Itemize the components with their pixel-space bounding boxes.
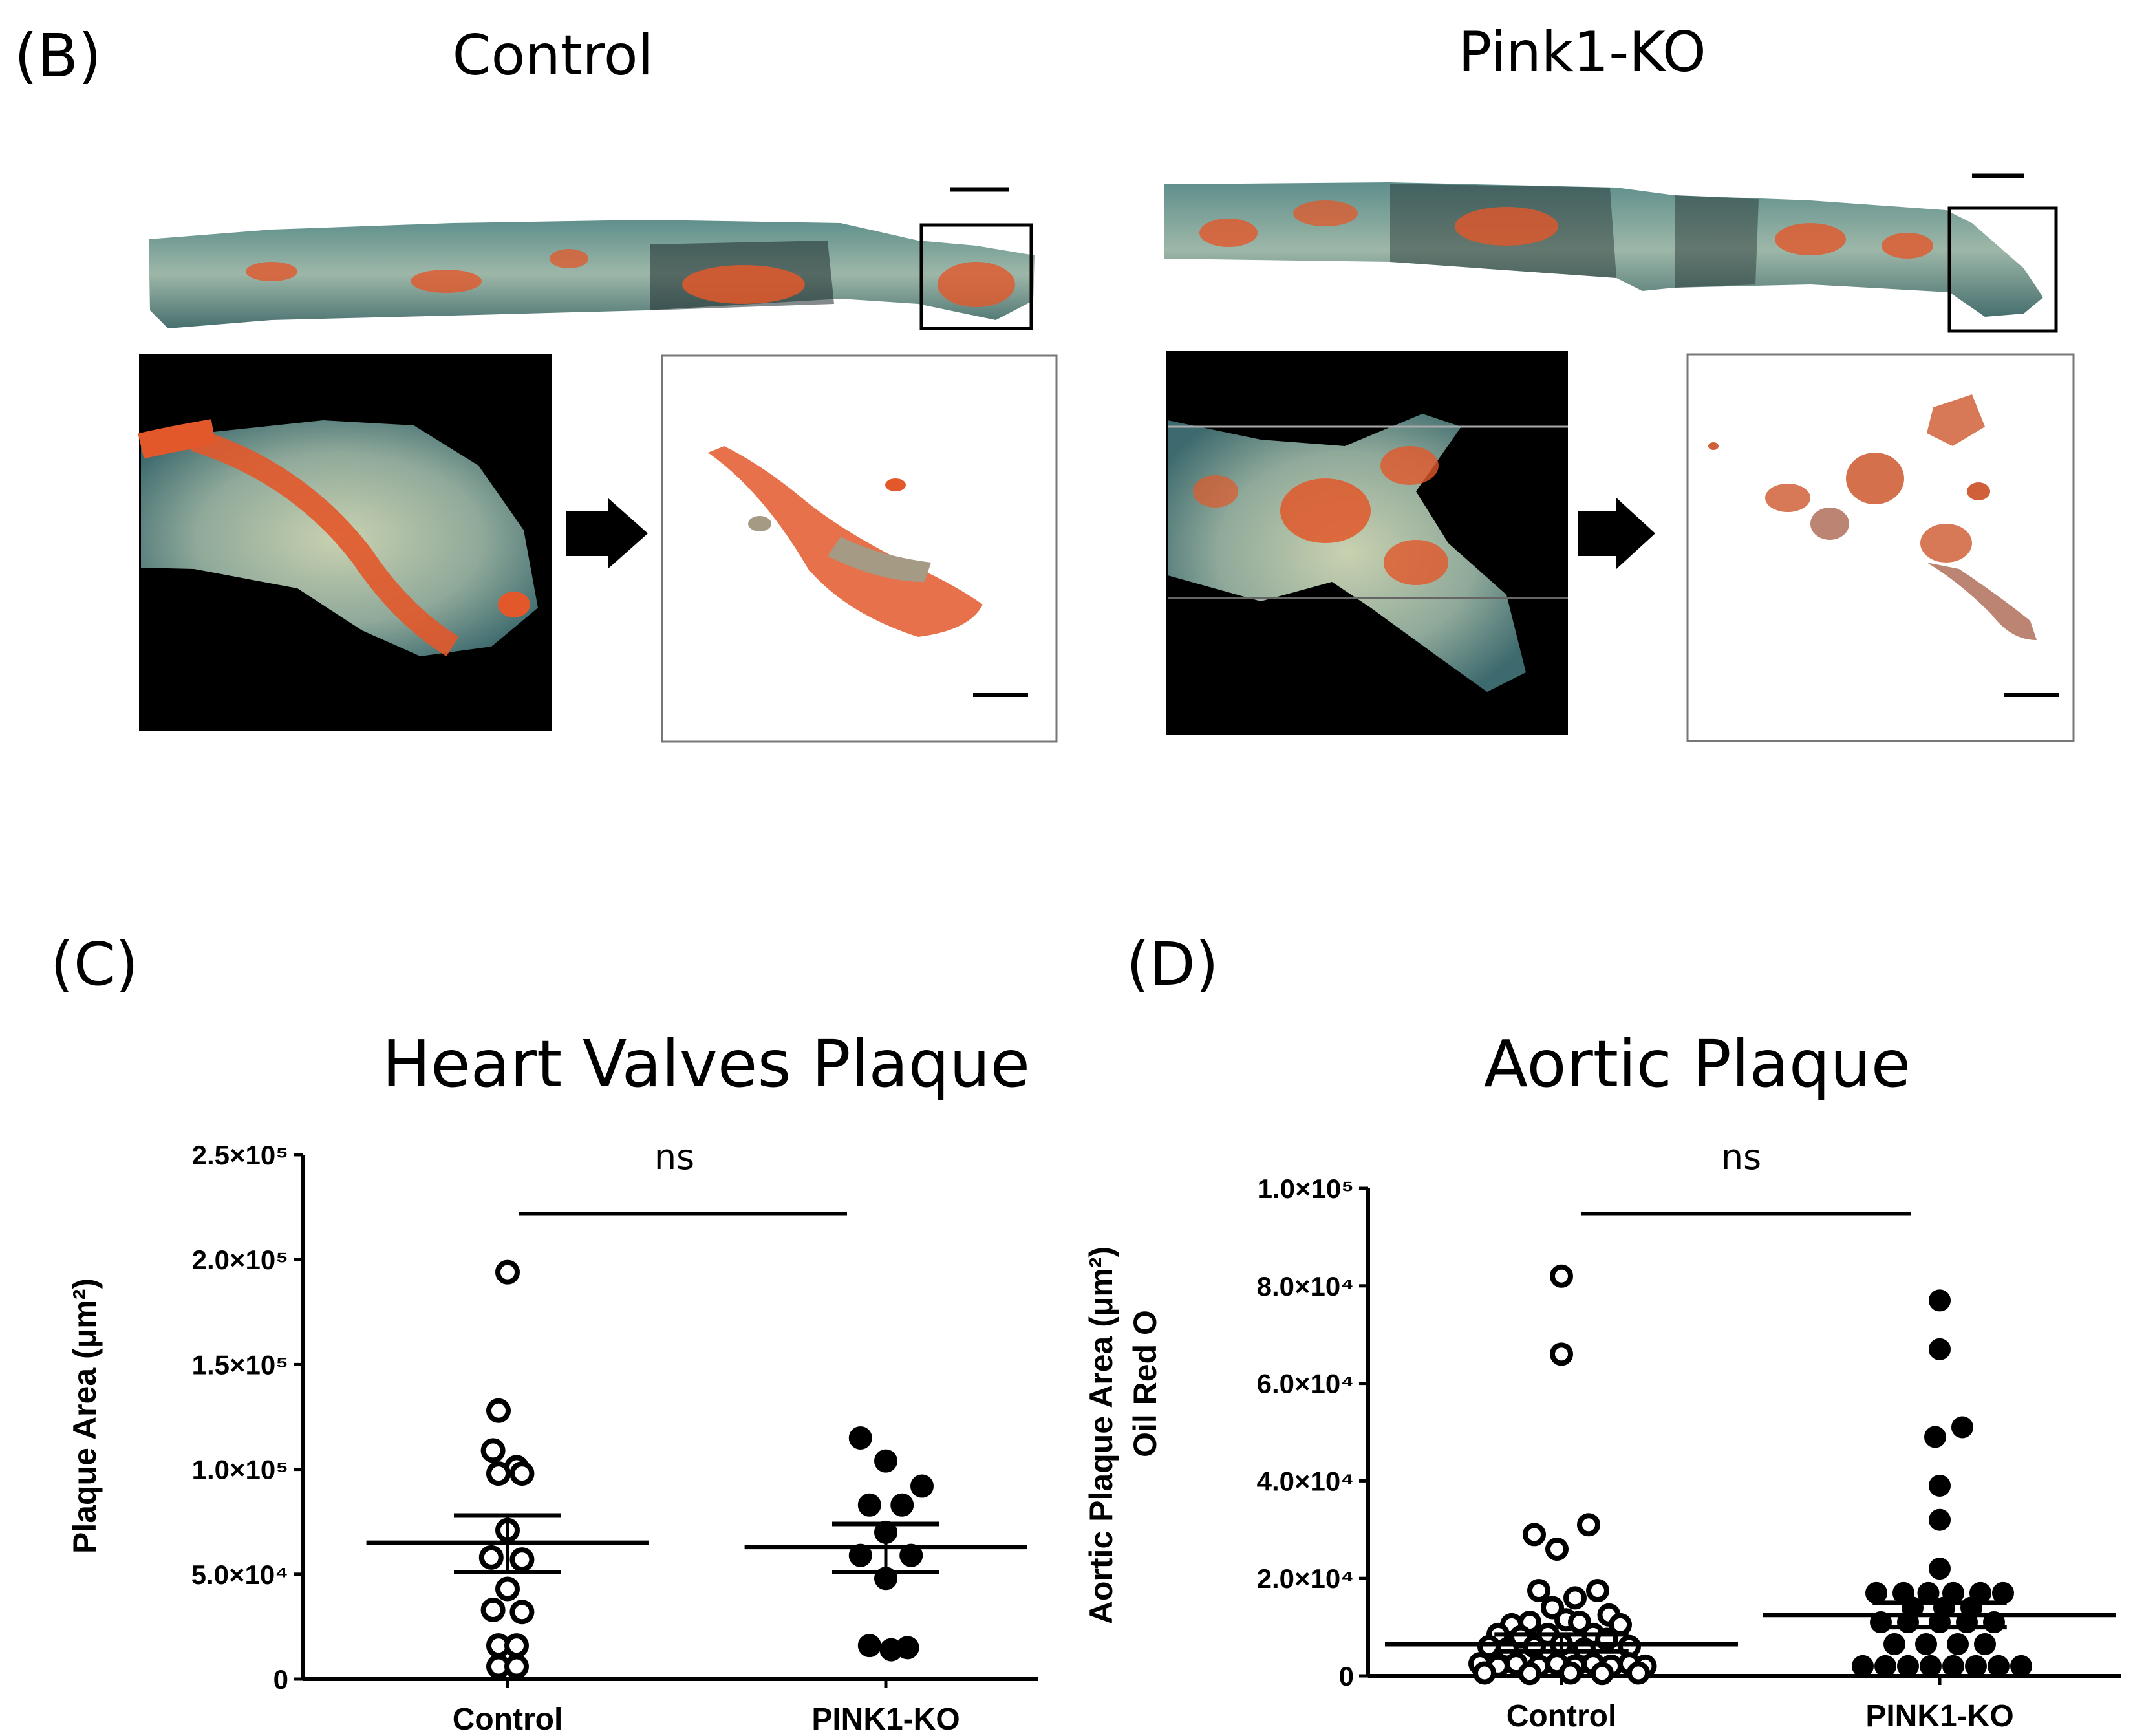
data-point-control: [1563, 1586, 1587, 1610]
data-point-pink1-ko: [1929, 1558, 1951, 1580]
data-point-control: [1568, 1611, 1591, 1634]
data-point-pink1-ko: [848, 1543, 872, 1567]
panel-d-label: (D): [1126, 930, 1219, 999]
y-tick-label: 8.0×10⁴: [1257, 1271, 1354, 1302]
chart-heart-valves: Heart Valves Plaque 0 5.0×10⁴ 1.0×10⁵ 1.5×10…: [67, 1026, 1038, 1736]
pink1-zoom-image: [1166, 351, 1568, 735]
data-point-control: [1523, 1523, 1546, 1547]
control-arrow-icon: [566, 498, 648, 569]
data-point-control: [495, 1576, 520, 1602]
data-point-pink1-ko: [895, 1636, 919, 1660]
x-tick-label: Control: [1506, 1699, 1617, 1733]
y-tick-label: 0: [273, 1664, 288, 1695]
pink1-title: Pink1-KO: [1458, 20, 1706, 85]
data-point-control: [1518, 1662, 1541, 1686]
data-point-control: [1591, 1662, 1614, 1686]
data-point-pink1-ko: [1924, 1426, 1946, 1448]
data-point-pink1-ko: [1874, 1655, 1896, 1677]
data-point-pink1-ko: [1915, 1633, 1937, 1655]
data-point-control: [1550, 1342, 1573, 1366]
data-point-control: [480, 1597, 506, 1622]
y-tick-label: 5.0×10⁴: [191, 1559, 288, 1590]
y-tick-label: 2.5×10⁵: [192, 1140, 288, 1170]
data-point-pink1-ko: [1951, 1416, 1973, 1439]
data-point-pink1-ko: [1865, 1581, 1887, 1604]
x-tick-label: Control: [453, 1702, 563, 1736]
data-point-control: [509, 1461, 535, 1486]
data-point-pink1-ko: [848, 1426, 872, 1450]
data-point-pink1-ko: [1942, 1655, 1964, 1677]
data-point-pink1-ko: [890, 1493, 914, 1517]
data-point-control: [486, 1461, 511, 1486]
data-point-pink1-ko: [874, 1449, 897, 1473]
chart-title: Aortic Plaque: [1484, 1026, 1911, 1102]
data-point-pink1-ko: [1929, 1474, 1951, 1497]
data-point-pink1-ko: [1852, 1655, 1874, 1677]
data-point-control: [504, 1654, 529, 1679]
significance-label: ns: [1721, 1137, 1761, 1177]
significance-label: ns: [654, 1137, 694, 1177]
chart-title: Heart Valves Plaque: [382, 1026, 1030, 1102]
panel-c-label: (C): [50, 930, 138, 999]
control-aorta-strip: [149, 187, 1035, 330]
data-point-pink1-ko: [1965, 1655, 1987, 1677]
data-point-pink1-ko: [1920, 1655, 1942, 1677]
data-point-pink1-ko: [2010, 1655, 2032, 1677]
data-point-control: [486, 1398, 511, 1423]
pink1-aorta-strip: [1164, 173, 2058, 333]
y-axis-label: Plaque Area (μm²): [67, 1278, 103, 1554]
control-processed-image: [661, 354, 1058, 743]
data-point-control: [495, 1259, 520, 1285]
y-tick-label: 1.0×10⁵: [192, 1455, 288, 1485]
data-point-control: [480, 1438, 506, 1463]
data-point-pink1-ko: [910, 1474, 934, 1498]
data-point-control: [1545, 1537, 1569, 1561]
y-tick-label: 0: [1339, 1661, 1354, 1691]
pink1-arrow-icon: [1578, 498, 1655, 569]
data-point-pink1-ko: [1883, 1633, 1905, 1655]
data-point-pink1-ko: [857, 1493, 881, 1517]
y-tick-label: 4.0×10⁴: [1257, 1466, 1354, 1496]
data-point-control: [509, 1547, 535, 1572]
y-tick-label: 1.5×10⁵: [192, 1349, 288, 1380]
data-point-pink1-ko: [857, 1634, 881, 1658]
data-point-control: [1541, 1596, 1564, 1620]
panel-b-label: (B): [14, 21, 102, 91]
data-point-control: [1577, 1513, 1600, 1537]
y-tick-label: 6.0×10⁴: [1257, 1369, 1354, 1399]
data-point-pink1-ko: [899, 1543, 923, 1567]
chart-aortic: Aortic Plaque 0 2.0×10⁴ 4.0×10⁴ 6.0×10⁴ 8.0×1…: [1083, 1026, 2121, 1733]
data-point-control: [1473, 1661, 1496, 1685]
data-point-control: [1627, 1661, 1650, 1685]
data-point-control: [1550, 1264, 1573, 1288]
y-tick-label: 2.0×10⁴: [1257, 1563, 1354, 1594]
data-point-control: [1527, 1579, 1550, 1603]
control-zoom-image: [138, 354, 552, 731]
x-tick-label: PINK1-KO: [811, 1702, 960, 1736]
data-point-pink1-ko: [1992, 1581, 2014, 1604]
control-title: Control: [453, 23, 654, 88]
data-point-pink1-ko: [1917, 1581, 1940, 1604]
y-tick-label: 2.0×10⁵: [192, 1245, 288, 1275]
data-point-pink1-ko: [1929, 1338, 1951, 1360]
x-tick-label: PINK1-KO: [1865, 1699, 2013, 1733]
data-point-pink1-ko: [1897, 1655, 1919, 1677]
data-point-control: [509, 1600, 535, 1625]
y-axis-label: Aortic Plaque Area (μm²): [1083, 1247, 1119, 1624]
data-point-pink1-ko: [1929, 1289, 1951, 1312]
y-tick-label: 1.0×10⁵: [1258, 1173, 1354, 1204]
data-point-control: [1586, 1579, 1609, 1603]
y-axis-label-2: Oil Red O: [1127, 1310, 1163, 1457]
data-point-control: [1559, 1661, 1582, 1685]
pink1-processed-image: [1686, 353, 2075, 742]
data-point-pink1-ko: [1974, 1633, 1996, 1655]
data-point-pink1-ko: [1947, 1633, 1969, 1655]
data-point-pink1-ko: [1988, 1655, 2010, 1677]
data-point-control: [478, 1545, 504, 1570]
data-point-pink1-ko: [1929, 1508, 1951, 1531]
data-point-control: [504, 1633, 529, 1658]
